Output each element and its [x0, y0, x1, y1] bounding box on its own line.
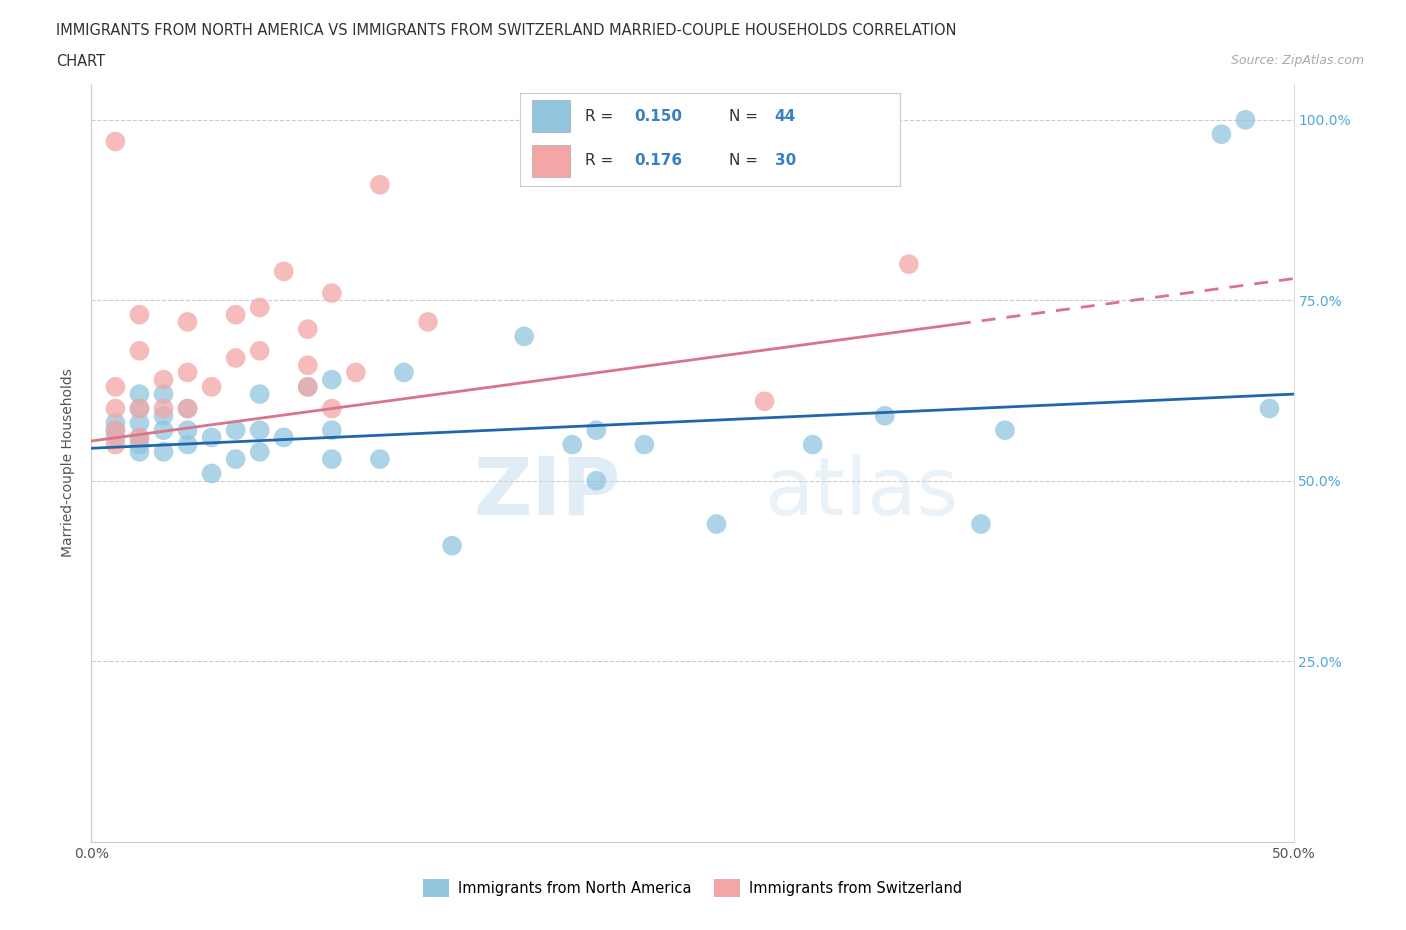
Point — [128, 401, 150, 416]
Point — [344, 365, 367, 379]
Point — [201, 466, 224, 481]
FancyBboxPatch shape — [531, 145, 569, 177]
Point — [273, 430, 295, 445]
Point — [152, 401, 174, 416]
Point — [225, 307, 247, 322]
Text: N =: N = — [730, 153, 763, 168]
Text: 30: 30 — [775, 153, 796, 168]
Point — [128, 401, 150, 416]
Point — [128, 445, 150, 459]
Point — [201, 430, 224, 445]
Point — [128, 430, 150, 445]
Point — [706, 516, 728, 531]
Point — [249, 423, 271, 438]
Point — [104, 437, 127, 452]
Text: N =: N = — [730, 109, 763, 124]
Text: 0.176: 0.176 — [634, 153, 682, 168]
Point — [585, 473, 607, 488]
Text: ZIP: ZIP — [472, 454, 620, 532]
Point — [225, 351, 247, 365]
Point — [104, 423, 127, 438]
Point — [249, 387, 271, 402]
Point — [104, 430, 127, 445]
Point — [297, 379, 319, 394]
Point — [897, 257, 920, 272]
Point — [321, 372, 343, 387]
Point — [321, 401, 343, 416]
FancyBboxPatch shape — [531, 100, 569, 132]
Point — [104, 416, 127, 431]
Point — [585, 423, 607, 438]
Point — [152, 387, 174, 402]
Point — [440, 538, 463, 553]
Text: CHART: CHART — [56, 54, 105, 69]
Point — [297, 379, 319, 394]
Point — [368, 178, 391, 193]
Point — [201, 379, 224, 394]
Point — [225, 423, 247, 438]
Y-axis label: Married-couple Households: Married-couple Households — [62, 368, 76, 557]
Point — [128, 307, 150, 322]
Point — [176, 401, 198, 416]
Point — [513, 329, 536, 344]
Point — [152, 408, 174, 423]
Point — [152, 445, 174, 459]
Point — [561, 437, 583, 452]
Point — [249, 300, 271, 315]
Point — [128, 343, 150, 358]
Point — [176, 314, 198, 329]
Point — [416, 314, 439, 329]
Point — [994, 423, 1017, 438]
Point — [297, 358, 319, 373]
Point — [368, 452, 391, 467]
Point — [176, 437, 198, 452]
Point — [321, 286, 343, 300]
Text: R =: R = — [585, 153, 617, 168]
Point — [104, 401, 127, 416]
Point — [104, 423, 127, 438]
Point — [128, 387, 150, 402]
Point — [873, 408, 896, 423]
Point — [128, 430, 150, 445]
Text: R =: R = — [585, 109, 617, 124]
Point — [321, 452, 343, 467]
Point — [321, 423, 343, 438]
Point — [152, 372, 174, 387]
Text: 44: 44 — [775, 109, 796, 124]
Text: IMMIGRANTS FROM NORTH AMERICA VS IMMIGRANTS FROM SWITZERLAND MARRIED-COUPLE HOUS: IMMIGRANTS FROM NORTH AMERICA VS IMMIGRA… — [56, 23, 956, 38]
Point — [128, 416, 150, 431]
Text: Source: ZipAtlas.com: Source: ZipAtlas.com — [1230, 54, 1364, 67]
Point — [392, 365, 415, 379]
Point — [176, 423, 198, 438]
Point — [128, 437, 150, 452]
Point — [970, 516, 993, 531]
Point — [633, 437, 655, 452]
Legend: Immigrants from North America, Immigrants from Switzerland: Immigrants from North America, Immigrant… — [418, 873, 967, 903]
Text: 0.150: 0.150 — [634, 109, 682, 124]
Point — [176, 365, 198, 379]
Point — [152, 423, 174, 438]
Point — [297, 322, 319, 337]
Point — [801, 437, 824, 452]
Point — [104, 134, 127, 149]
Point — [249, 445, 271, 459]
Point — [176, 401, 198, 416]
Point — [273, 264, 295, 279]
Point — [249, 343, 271, 358]
Point — [754, 394, 776, 409]
Point — [1258, 401, 1281, 416]
Text: atlas: atlas — [765, 454, 959, 532]
Point — [225, 452, 247, 467]
Point — [104, 379, 127, 394]
Point — [1211, 126, 1233, 141]
Point — [1234, 113, 1257, 127]
